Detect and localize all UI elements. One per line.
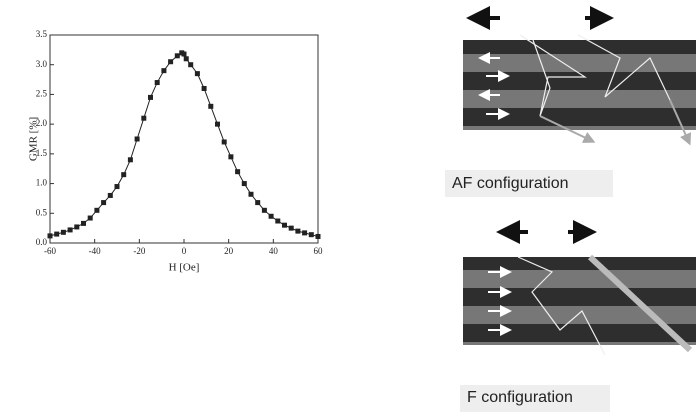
af-diagram: AF configuration: [445, 6, 696, 197]
point: [54, 231, 60, 237]
point: [221, 139, 227, 145]
point: [295, 228, 301, 234]
point: [174, 53, 180, 59]
point: [101, 200, 107, 206]
point: [94, 207, 100, 213]
point: [47, 233, 53, 239]
point: [134, 136, 140, 142]
x-tick-label: -20: [133, 246, 145, 256]
point: [154, 80, 160, 86]
y-axis-label: GMR [%]: [28, 117, 40, 161]
point: [121, 172, 127, 178]
x-tick-label: -40: [89, 246, 101, 256]
point: [148, 94, 153, 100]
point: [74, 224, 80, 230]
point: [81, 220, 86, 226]
point: [188, 62, 194, 68]
curve: [49, 52, 319, 237]
x-tick-label: 40: [269, 246, 279, 256]
point: [161, 68, 167, 74]
point: [241, 181, 247, 187]
x-tick-label: 0: [182, 246, 187, 256]
y-tick-label: 2.5: [36, 88, 48, 98]
y-tick-label: 0.0: [36, 237, 48, 247]
af-label: AF configuration: [452, 175, 569, 192]
x-tick-label: -60: [44, 246, 56, 256]
point: [114, 184, 120, 190]
x-tick-label: 20: [224, 246, 234, 256]
point: [215, 121, 220, 127]
y-tick-label: 1.5: [36, 148, 48, 158]
x-axis-label: H [Oe]: [169, 262, 200, 274]
point: [67, 227, 73, 233]
f-label: F configuration: [467, 389, 573, 406]
point: [168, 59, 174, 65]
point: [308, 232, 314, 238]
y-tick-label: 2.0: [36, 118, 48, 128]
point: [288, 225, 294, 231]
y-tick-label: 0.5: [36, 207, 48, 217]
x-tick-label: 60: [314, 246, 324, 256]
y-tick-label: 3.0: [36, 59, 48, 69]
point: [268, 213, 274, 219]
y-tick-label: 1.0: [36, 178, 48, 188]
point: [282, 222, 287, 228]
stack: [463, 40, 696, 130]
point: [302, 230, 308, 236]
point: [181, 51, 187, 57]
point: [194, 71, 200, 77]
point: [275, 218, 281, 224]
point: [235, 169, 241, 175]
f-diagram: F configuration: [460, 220, 696, 412]
point: [208, 103, 214, 109]
point: [248, 191, 254, 197]
point: [255, 200, 261, 206]
point: [127, 157, 133, 163]
point: [183, 56, 189, 62]
y-tick-label: 3.5: [36, 29, 48, 39]
point: [201, 85, 207, 91]
point: [141, 115, 147, 121]
plot-frame: [49, 34, 319, 244]
point: [228, 154, 234, 160]
point: [261, 207, 267, 213]
point: [107, 192, 113, 198]
point: [60, 229, 66, 235]
point: [87, 215, 93, 221]
point: [315, 233, 321, 239]
